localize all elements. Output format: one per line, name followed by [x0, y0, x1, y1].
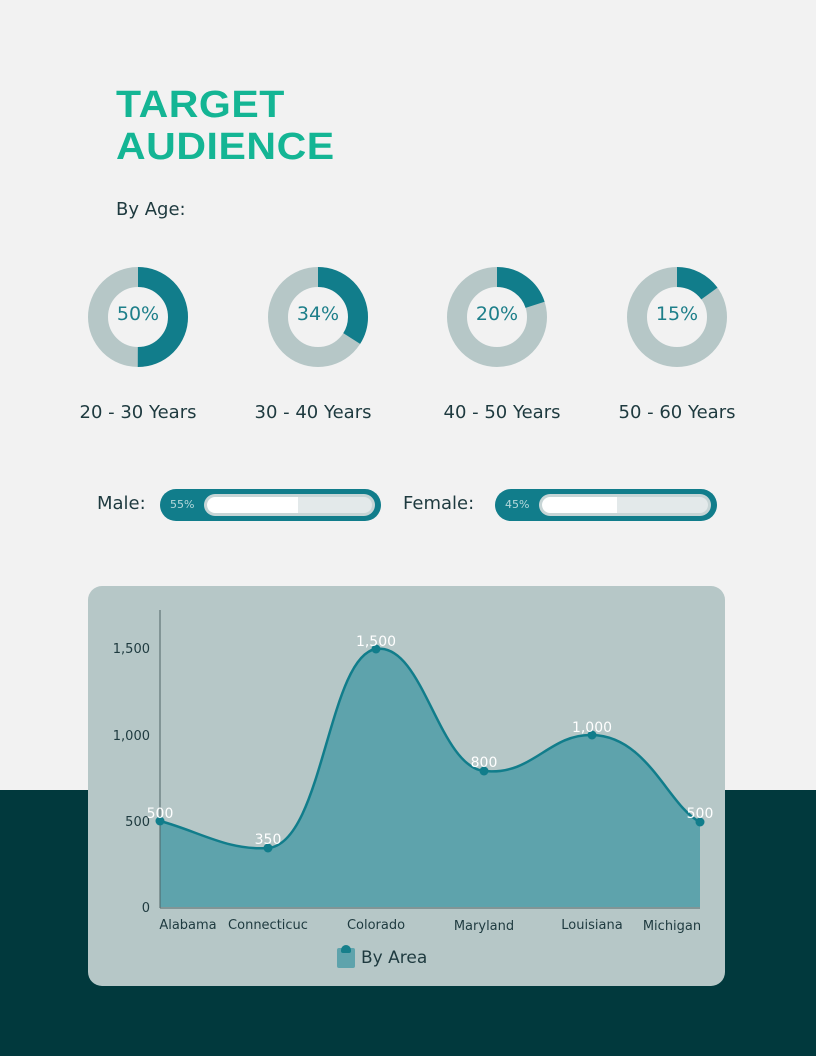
data-point[interactable] — [479, 766, 489, 776]
x-tick: Louisiana — [561, 918, 622, 933]
donut-percent: 50% — [116, 303, 160, 325]
donut-chart-icon — [627, 267, 727, 367]
age-donut-50-60: 15% 50 - 60 Years — [587, 266, 767, 423]
data-point[interactable] — [263, 843, 273, 853]
data-label: 1,500 — [356, 634, 396, 650]
legend-label: By Area — [361, 948, 428, 968]
data-label: 500 — [687, 806, 714, 822]
y-tick: 1,500 — [113, 642, 150, 657]
donut-label: 30 - 40 Years — [254, 402, 372, 423]
donut-chart-icon — [447, 267, 547, 367]
y-tick: 0 — [142, 901, 150, 916]
age-section-heading: By Age: — [116, 199, 186, 220]
data-point[interactable] — [371, 644, 381, 654]
female-progress-fill — [542, 497, 617, 513]
female-label: Female: — [403, 493, 475, 514]
y-tick: 500 — [125, 815, 150, 830]
donut-label: 20 - 30 Years — [79, 402, 197, 423]
donut-chart-icon — [88, 267, 188, 367]
x-tick: Maryland — [454, 919, 514, 934]
data-label: 1,000 — [572, 720, 612, 736]
donut-label: 50 - 60 Years — [618, 402, 736, 423]
donut-label: 40 - 50 Years — [443, 402, 561, 423]
donut-chart-icon — [268, 267, 368, 367]
donut-percent: 15% — [655, 303, 699, 325]
area-fill — [160, 648, 700, 907]
data-label: 800 — [471, 755, 498, 771]
male-progress-fill — [207, 497, 298, 513]
x-tick: Connecticuc — [228, 918, 308, 933]
female-progress-bar: 45% — [495, 489, 717, 521]
x-tick: Alabama — [159, 918, 216, 933]
area-chart: 1,500 1,000 500 0 Alabama Connecticuc Co… — [113, 610, 714, 934]
title-line-2: AUDIENCE — [116, 126, 335, 168]
x-tick: Colorado — [347, 918, 405, 933]
page-title: TARGET AUDIENCE — [116, 84, 335, 168]
female-percent: 45% — [505, 498, 530, 511]
title-line-1: TARGET — [116, 84, 285, 126]
donut-percent: 20% — [475, 303, 519, 325]
male-progress-bar: 55% — [160, 489, 381, 521]
male-progress-track — [204, 494, 375, 516]
data-point[interactable] — [587, 730, 597, 740]
legend-swatch-icon — [337, 945, 355, 968]
x-tick: Michigan — [643, 919, 701, 934]
female-progress-track — [539, 494, 711, 516]
male-label: Male: — [97, 493, 146, 514]
data-point[interactable] — [695, 817, 705, 827]
data-label: 500 — [147, 806, 174, 822]
donut-percent: 34% — [296, 303, 340, 325]
data-point[interactable] — [155, 816, 165, 826]
age-donut-40-50: 20% 40 - 50 Years — [407, 266, 587, 423]
male-percent: 55% — [170, 498, 195, 511]
data-label: 350 — [255, 832, 282, 848]
chart-legend[interactable]: By Area — [337, 945, 428, 968]
area-chart-panel: 1,500 1,000 500 0 Alabama Connecticuc Co… — [88, 586, 725, 986]
y-tick: 1,000 — [113, 729, 150, 744]
age-donut-30-40: 34% 30 - 40 Years — [228, 266, 408, 423]
age-donut-20-30: 50% 20 - 30 Years — [48, 266, 228, 423]
